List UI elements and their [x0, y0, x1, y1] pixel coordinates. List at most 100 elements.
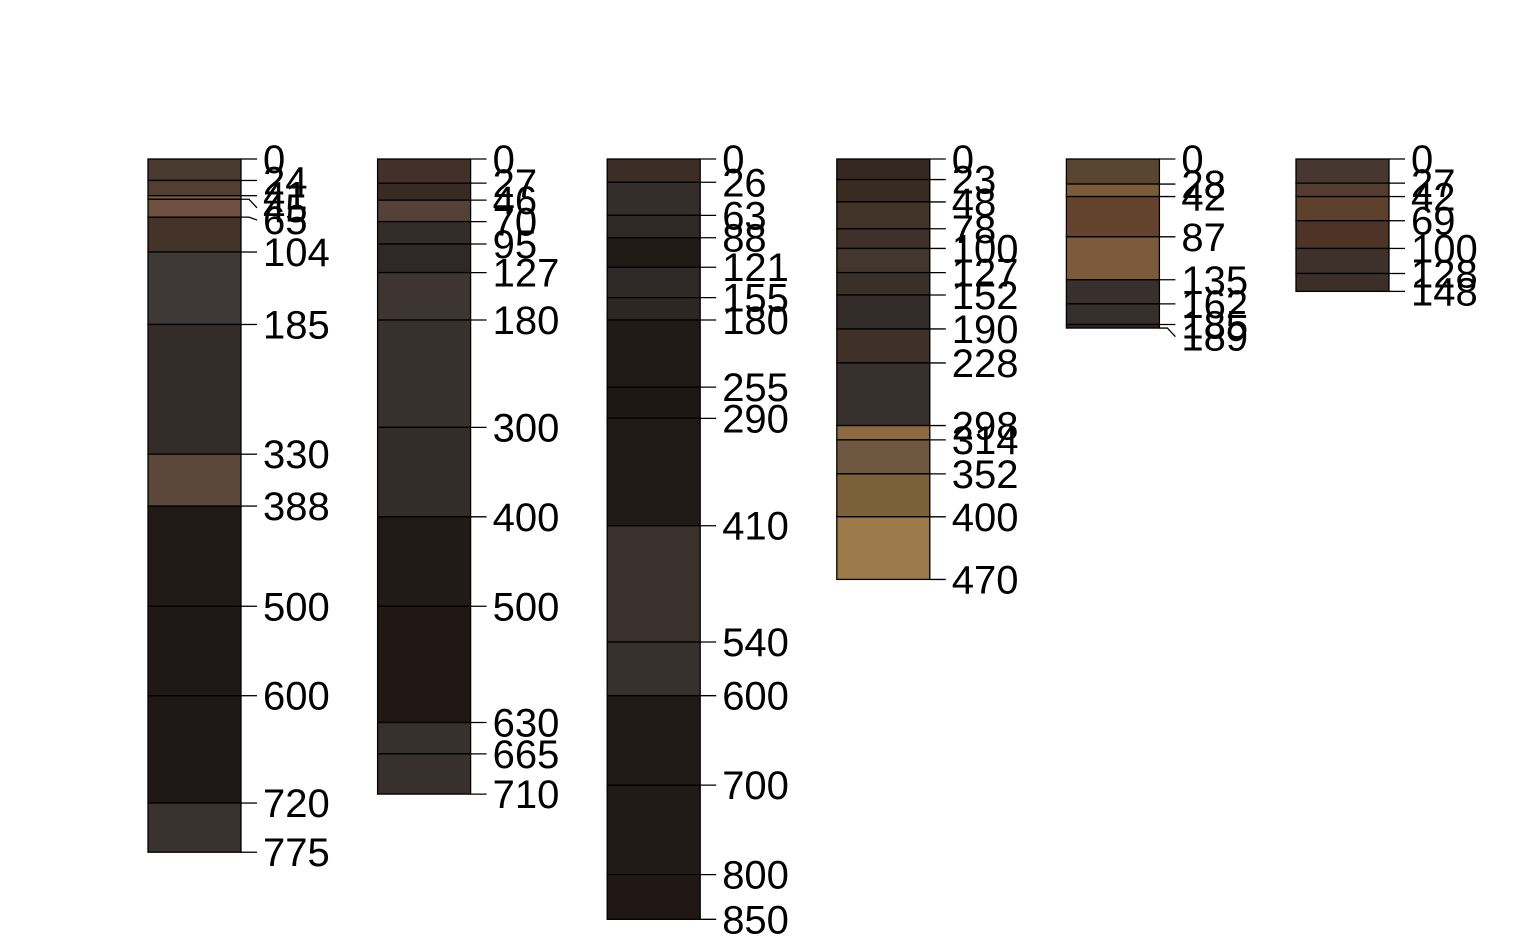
- horizon-3-12: [606, 695, 701, 786]
- depth-label: 41: [263, 175, 308, 219]
- horizon-1-4: [147, 198, 242, 218]
- horizon-2-4: [376, 220, 472, 245]
- depth-label: 0: [263, 138, 285, 182]
- horizon-3-14: [606, 873, 701, 920]
- horizon-2-6: [376, 271, 472, 321]
- horizon-5-3: [1065, 195, 1161, 238]
- depth-label: 0: [952, 138, 974, 182]
- depth-tick: [241, 198, 258, 209]
- horizon-2-1: [376, 158, 472, 184]
- depth-label: 127: [493, 252, 560, 296]
- depth-label: 27: [493, 162, 537, 206]
- horizon-4-2: [836, 178, 931, 203]
- depth-label: 70: [493, 201, 537, 245]
- depth-label: 228: [952, 342, 1019, 386]
- horizon-3-7: [606, 319, 701, 388]
- depth-label: 48: [952, 181, 997, 225]
- depth-label: 190: [952, 308, 1019, 352]
- depth-label: 100: [952, 227, 1019, 271]
- depth-label: 800: [722, 854, 789, 898]
- horizon-1-9: [147, 505, 242, 607]
- horizon-6-3: [1295, 195, 1390, 222]
- horizon-5-4: [1065, 236, 1161, 281]
- horizon-5-5: [1065, 279, 1161, 305]
- horizon-2-5: [376, 243, 472, 274]
- depth-label: 850: [722, 898, 789, 942]
- depth-label: 155: [722, 277, 789, 321]
- depth-label: 410: [722, 505, 789, 549]
- horizon-3-13: [606, 784, 701, 876]
- depth-label: 63: [722, 194, 767, 238]
- depth-label: 162: [1181, 283, 1248, 327]
- depth-label: 87: [1181, 216, 1226, 260]
- depth-label: 127: [952, 252, 1019, 296]
- depth-label: 42: [1181, 176, 1226, 220]
- horizon-2-11: [376, 721, 472, 755]
- horizon-2-8: [376, 426, 472, 518]
- depth-label: 135: [1181, 259, 1248, 303]
- horizon-4-10: [836, 424, 931, 441]
- depth-tick: [241, 216, 258, 221]
- horizon-4-5: [836, 247, 931, 274]
- horizon-1-12: [147, 802, 242, 853]
- horizon-4-1: [836, 158, 931, 181]
- horizon-4-4: [836, 228, 931, 250]
- horizon-4-3: [836, 201, 931, 230]
- horizon-6-1: [1295, 158, 1390, 184]
- depth-label: 600: [722, 675, 789, 719]
- depth-label: 400: [493, 496, 560, 540]
- depth-label: 185: [1181, 303, 1248, 347]
- horizon-6-6: [1295, 272, 1390, 293]
- horizon-6-4: [1295, 220, 1390, 250]
- depth-label: 300: [493, 406, 560, 450]
- depth-label: 180: [722, 299, 789, 343]
- depth-label: 185: [263, 303, 330, 347]
- depth-label: 46: [493, 179, 537, 223]
- depth-label: 290: [722, 397, 789, 441]
- horizon-4-13: [836, 516, 931, 581]
- depth-label: 65: [263, 199, 308, 243]
- horizon-4-12: [836, 473, 931, 518]
- depth-label: 100: [1411, 227, 1478, 271]
- horizon-3-1: [606, 158, 701, 183]
- horizon-1-7: [147, 323, 242, 455]
- horizon-1-1: [147, 158, 242, 182]
- depth-label: 352: [952, 453, 1019, 497]
- horizon-1-8: [147, 453, 242, 507]
- horizon-5-1: [1065, 158, 1161, 185]
- depth-label: 104: [263, 231, 330, 275]
- depth-label: 27: [1411, 162, 1456, 206]
- depth-label: 720: [263, 782, 330, 826]
- horizon-2-9: [376, 516, 472, 607]
- depth-label: 95: [493, 223, 537, 267]
- depth-label: 0: [1181, 138, 1203, 182]
- depth-label: 26: [722, 161, 767, 205]
- depth-label: 600: [263, 675, 330, 719]
- depth-label: 630: [493, 702, 560, 746]
- depth-label: 710: [493, 773, 560, 817]
- depth-label: 0: [722, 138, 744, 182]
- depth-label: 148: [1411, 270, 1478, 314]
- horizon-2-3: [376, 199, 472, 223]
- horizon-5-7: [1065, 323, 1161, 329]
- depth-label: 180: [493, 299, 560, 343]
- depth-label: 45: [263, 187, 308, 231]
- depth-label: 24: [263, 159, 308, 203]
- horizon-1-11: [147, 695, 242, 804]
- depth-label: 152: [952, 274, 1019, 318]
- horizon-3-5: [606, 266, 701, 299]
- horizon-4-7: [836, 294, 931, 330]
- depth-label: 0: [493, 138, 515, 182]
- depth-label: 400: [952, 496, 1019, 540]
- horizon-1-6: [147, 251, 242, 326]
- horizon-3-6: [606, 296, 701, 321]
- depth-label: 775: [263, 831, 330, 875]
- horizon-3-3: [606, 214, 701, 239]
- depth-tick: [1159, 327, 1176, 338]
